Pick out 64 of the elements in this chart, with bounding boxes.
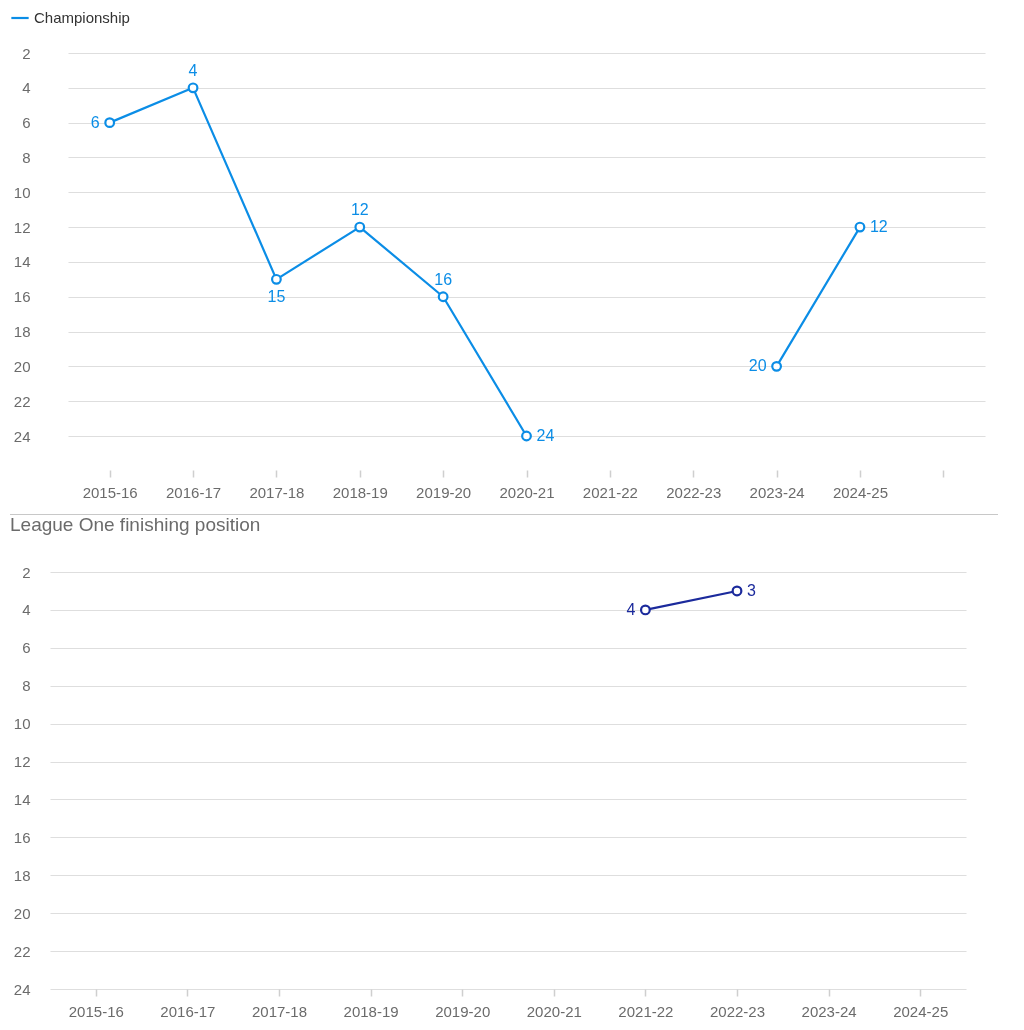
x-tick-label: 2017-18 <box>251 1002 308 1020</box>
x-tick-label: 2022-23 <box>709 1002 766 1020</box>
data-label: 4 <box>188 61 198 79</box>
x-tick-label: 2023-24 <box>801 1002 857 1020</box>
y-tick-label: 2 <box>22 563 31 581</box>
y-tick-label: 18 <box>13 866 31 884</box>
y-tick-label: 16 <box>13 828 31 846</box>
y-tick-label: 8 <box>22 677 31 695</box>
y-tick-label: 16 <box>13 288 31 306</box>
x-tick-label: 2022-23 <box>666 483 722 501</box>
chart-title: League One finishing position <box>10 514 261 535</box>
point <box>437 291 449 303</box>
point <box>771 360 783 372</box>
y-tick-label: 10 <box>13 183 31 201</box>
x-tick-label: 2023-24 <box>749 483 805 501</box>
x-tick-label: 2018-19 <box>343 1002 399 1020</box>
x-tick-label: 2019-20 <box>435 1002 491 1020</box>
data-label: 24 <box>536 427 555 444</box>
y-tick-label: 2 <box>22 44 31 62</box>
x-tick-label: 2020-21 <box>499 483 555 501</box>
x-tick-label: 2024-25 <box>832 483 888 501</box>
y-tick-label: 20 <box>13 357 31 375</box>
x-tick-label: 2016-17 <box>166 483 222 501</box>
y-tick-label: 20 <box>13 904 31 922</box>
y-tick-label: 10 <box>13 715 31 733</box>
y-tick-label: 22 <box>13 942 31 960</box>
x-tick-label: 2021-22 <box>618 1002 674 1020</box>
x-tick-label: 2017-18 <box>249 483 305 501</box>
y-tick-label: 12 <box>13 218 31 236</box>
y-tick-label: 22 <box>13 392 31 410</box>
point <box>187 82 199 94</box>
y-tick-label: 24 <box>13 980 31 998</box>
y-tick-label: 6 <box>22 114 31 132</box>
x-tick-label: 2021-22 <box>582 483 638 501</box>
y-tick-label: 14 <box>13 253 31 271</box>
point <box>521 430 532 442</box>
point <box>354 221 366 233</box>
x-tick-label: 2024-25 <box>893 1002 949 1020</box>
legend-label: Championship <box>34 9 130 26</box>
y-tick-label: 4 <box>22 79 31 97</box>
data-label: 3 <box>747 581 756 599</box>
y-tick-label: 18 <box>13 323 31 341</box>
x-tick-label: 2019-20 <box>416 483 472 501</box>
x-tick-label: 2015-16 <box>82 483 138 501</box>
y-tick-label: 14 <box>13 790 31 808</box>
point <box>270 273 282 285</box>
y-tick-label: 12 <box>13 753 31 771</box>
x-tick-label: 2016-17 <box>160 1002 216 1020</box>
data-label: 4 <box>626 600 636 618</box>
x-tick-label: 2018-19 <box>332 483 388 501</box>
point <box>854 221 866 233</box>
data-label: 20 <box>748 357 767 375</box>
y-tick-label: 8 <box>22 148 31 166</box>
data-label: 12 <box>869 218 888 236</box>
x-tick-label: 2020-21 <box>526 1002 582 1020</box>
data-label: 15 <box>267 288 286 306</box>
data-label: 6 <box>90 113 100 131</box>
data-label: 12 <box>350 201 369 219</box>
data-label: 16 <box>434 270 453 288</box>
y-tick-label: 6 <box>22 639 31 657</box>
y-tick-label: 4 <box>22 601 31 619</box>
point <box>104 117 116 129</box>
x-tick-label: 2015-16 <box>68 1002 124 1020</box>
y-tick-label: 24 <box>13 427 31 445</box>
